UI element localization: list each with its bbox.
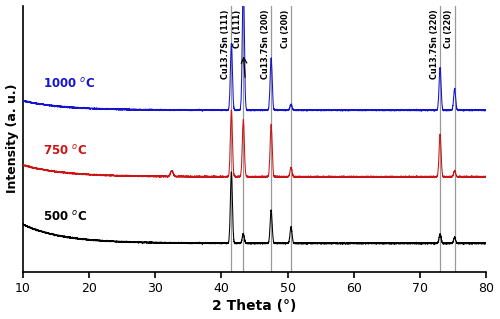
X-axis label: 2 Theta (°): 2 Theta (°) (212, 300, 297, 314)
Text: Cu13.7Sn (200): Cu13.7Sn (200) (261, 10, 270, 79)
Text: 750 $^o$C: 750 $^o$C (42, 144, 86, 158)
Text: Cu (111): Cu (111) (233, 10, 242, 48)
Text: 1000 $^o$C: 1000 $^o$C (42, 77, 95, 91)
Text: Cu (220): Cu (220) (444, 10, 454, 48)
Text: Cu13.7Sn (220): Cu13.7Sn (220) (430, 10, 438, 79)
Text: 500 $^o$C: 500 $^o$C (42, 210, 86, 224)
Y-axis label: Intensity (a. u.): Intensity (a. u.) (6, 84, 18, 193)
Text: Cu13.7Sn (111): Cu13.7Sn (111) (221, 10, 230, 79)
Text: Cu (200): Cu (200) (280, 10, 289, 48)
